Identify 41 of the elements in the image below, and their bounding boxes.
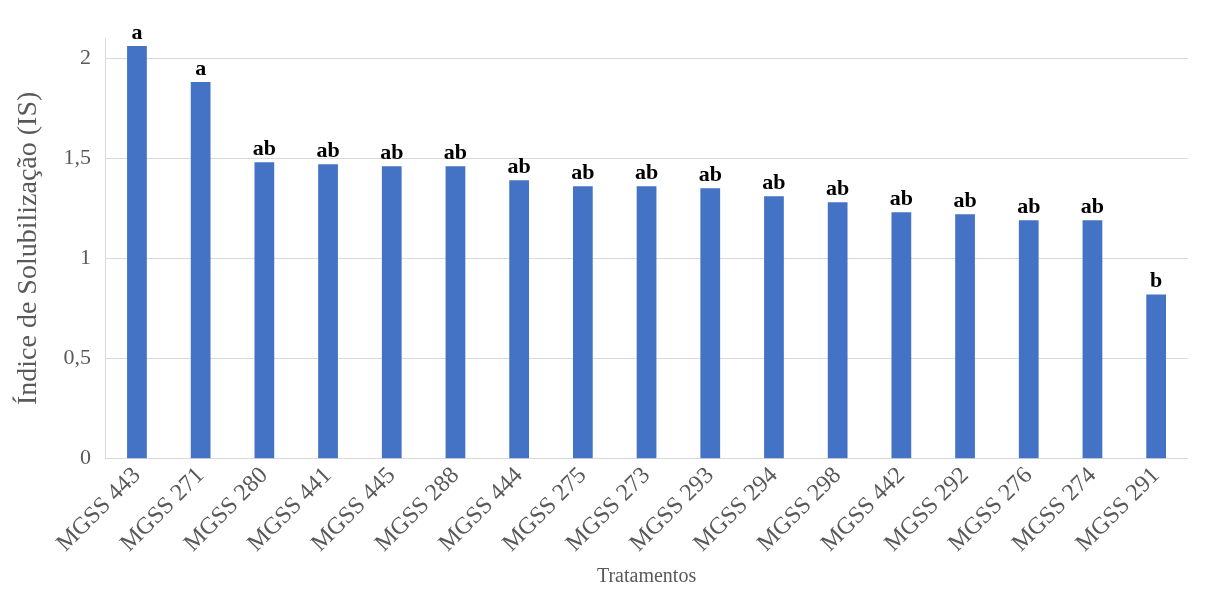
annotation: ab [252, 134, 276, 160]
annotation: ab [316, 136, 340, 162]
y-axis-title: Índice de Solubilização (IS) [11, 91, 43, 406]
annotation: ab [443, 138, 468, 164]
y-tick-label: 1 [80, 244, 92, 270]
bar [827, 202, 848, 459]
annotation: ab [571, 158, 595, 184]
annotation: ab [1080, 193, 1105, 218]
annotation: ab [380, 138, 404, 164]
annotation: ab [826, 174, 850, 200]
bar [254, 162, 275, 459]
y-tick-label: 0,5 [63, 344, 92, 370]
annotation: ab [634, 158, 659, 184]
bar [700, 188, 721, 459]
annotation: a [195, 54, 207, 80]
annotation: ab [698, 160, 722, 186]
bar [1082, 220, 1103, 459]
bar [1018, 220, 1039, 459]
bar [127, 46, 147, 459]
bar [764, 196, 784, 459]
annotation: a [131, 18, 143, 44]
x-axis-title: Tratamentos [596, 564, 697, 587]
bar [572, 186, 593, 459]
annotation: ab [1017, 193, 1041, 218]
annotation: b [1150, 267, 1163, 293]
annotation: ab [762, 168, 786, 194]
bar [445, 166, 466, 459]
bar [636, 186, 657, 459]
annotation: ab [889, 184, 913, 210]
bar [955, 214, 975, 459]
bar [509, 180, 530, 459]
bar [381, 166, 402, 459]
bar [190, 82, 211, 459]
bar [1146, 294, 1167, 459]
y-tick-label: 2 [80, 43, 92, 69]
annotation: ab [507, 152, 531, 178]
bar [891, 212, 912, 459]
y-tick-label: 1,5 [63, 143, 92, 169]
annotation: ab [953, 186, 977, 212]
y-tick-label: 0 [80, 444, 92, 470]
bar [318, 164, 338, 459]
